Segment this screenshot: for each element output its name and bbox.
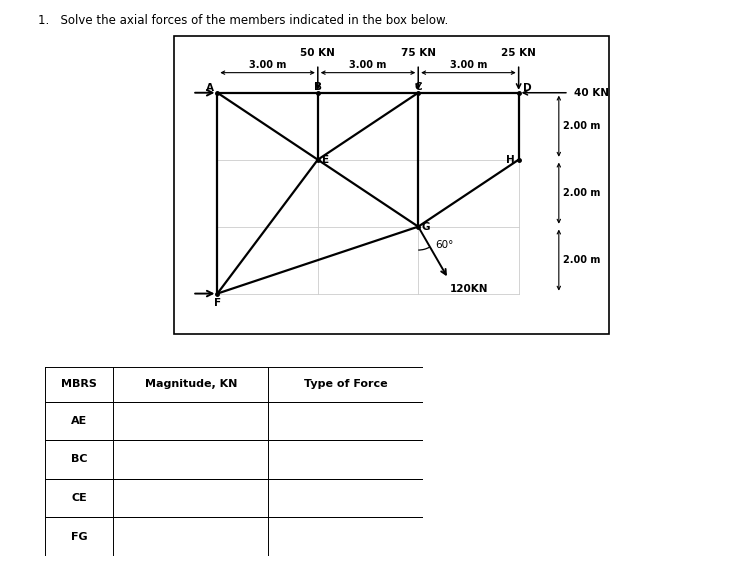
Text: Magnitude, KN: Magnitude, KN: [144, 379, 237, 389]
Text: 120KN: 120KN: [450, 284, 488, 294]
Text: 2.00 m: 2.00 m: [562, 121, 600, 131]
Text: 3.00 m: 3.00 m: [349, 60, 387, 70]
Text: 25 KN: 25 KN: [501, 48, 536, 58]
Text: 75 KN: 75 KN: [401, 48, 435, 58]
Text: 1.   Solve the axial forces of the members indicated in the box below.: 1. Solve the axial forces of the members…: [38, 14, 448, 28]
Text: 40 KN: 40 KN: [574, 88, 609, 98]
Text: B: B: [314, 82, 322, 92]
Text: D: D: [522, 83, 531, 93]
Text: G: G: [421, 222, 430, 231]
Text: 50 KN: 50 KN: [300, 48, 335, 58]
Text: E: E: [321, 155, 329, 164]
Text: F: F: [214, 298, 221, 308]
Text: MBRS: MBRS: [61, 379, 98, 389]
Text: 3.00 m: 3.00 m: [249, 60, 287, 70]
Text: FG: FG: [71, 532, 88, 541]
Text: BC: BC: [71, 454, 88, 465]
Text: Type of Force: Type of Force: [304, 379, 388, 389]
Text: C: C: [414, 82, 422, 92]
Text: 2.00 m: 2.00 m: [562, 255, 600, 265]
Text: AE: AE: [71, 416, 88, 426]
Text: 60°: 60°: [435, 240, 454, 250]
Text: A: A: [206, 83, 214, 93]
Text: CE: CE: [72, 493, 87, 503]
Text: 3.00 m: 3.00 m: [450, 60, 487, 70]
Text: 2.00 m: 2.00 m: [562, 188, 600, 198]
Text: H: H: [506, 155, 515, 164]
